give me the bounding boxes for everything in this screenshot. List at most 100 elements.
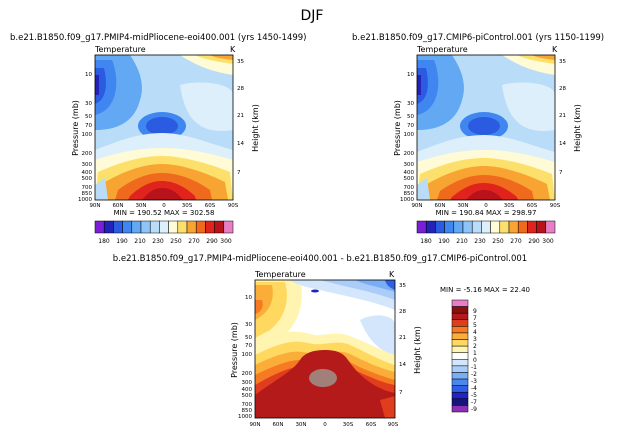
y-tick: 70 xyxy=(85,123,92,129)
colorbar-label: 210 xyxy=(456,238,468,245)
colorbar-label: 3 xyxy=(473,336,477,343)
y-tick: 400 xyxy=(242,387,253,393)
x-tick: 0 xyxy=(323,422,327,428)
y-axis-label: Pressure (mb) xyxy=(71,100,80,156)
x-tick: 30N xyxy=(295,422,306,428)
y-tick: 500 xyxy=(82,176,93,182)
colorbar-labels: 9 7 5 4 3 2 1 0 -1 -2 -3 -4 -5 -7 -9 xyxy=(471,308,477,413)
colorbar-swatch xyxy=(481,220,491,234)
y-tick: 50 xyxy=(245,335,252,341)
colorbar-label: 210 xyxy=(134,238,146,245)
colorbar-swatch xyxy=(453,220,464,234)
colorbar-swatch xyxy=(435,220,445,234)
x-tick: 30S xyxy=(504,203,515,209)
y-axis-right: Height (km) 35 28 21 14 7 xyxy=(237,59,260,176)
y-tick: 70 xyxy=(245,343,252,349)
y-tick: 700 xyxy=(242,402,253,408)
x-axis: 90N 60N 30N 0 30S 60S 90S xyxy=(411,203,560,209)
y2-tick: 35 xyxy=(559,59,566,65)
x-tick: 30S xyxy=(343,422,354,428)
colorbar-label: -2 xyxy=(471,371,477,378)
colorbar-swatch xyxy=(462,220,473,234)
colorbar xyxy=(94,220,234,234)
colorbar-swatch xyxy=(451,352,469,360)
colorbar-swatch xyxy=(94,220,105,234)
colorbar-swatch xyxy=(451,405,469,413)
y2-tick: 7 xyxy=(237,170,241,176)
colorbar-label: -7 xyxy=(471,399,477,406)
y2-tick: 14 xyxy=(399,362,406,368)
x-tick: 60N xyxy=(272,422,283,428)
colorbar-swatch xyxy=(451,365,469,373)
colorbar-swatch xyxy=(490,220,501,234)
figure-title: DJF xyxy=(301,8,324,24)
colorbar-swatch xyxy=(113,220,123,234)
colorbar-swatch xyxy=(451,306,469,314)
x-tick: 60N xyxy=(434,203,445,209)
y2-tick: 28 xyxy=(399,309,406,315)
contour-fill xyxy=(417,55,555,200)
panel-midpliocene: b.e21.B1850.f09_g17.PMIP4-midPliocene-eo… xyxy=(10,33,306,245)
min-max-stats: MIN = -5.16 MAX = 22.40 xyxy=(440,286,530,294)
x-tick: 90N xyxy=(249,422,260,428)
x-tick: 90S xyxy=(550,203,561,209)
panel-subtitle: Temperature xyxy=(94,45,146,54)
colorbar-swatch xyxy=(205,220,215,234)
y-tick: 100 xyxy=(404,132,415,138)
panel-difference: b.e21.B1850.f09_g17.PMIP4-midPliocene-eo… xyxy=(113,254,530,428)
x-tick: 90N xyxy=(89,203,100,209)
colorbar-label: -9 xyxy=(471,406,477,413)
colorbar-swatch xyxy=(103,220,114,234)
colorbar-swatch xyxy=(186,220,197,234)
y-tick: 400 xyxy=(404,170,415,176)
colorbar-swatch xyxy=(451,319,469,327)
colorbar-swatch xyxy=(451,345,469,353)
colorbar-label: 270 xyxy=(510,238,522,245)
y-tick: 30 xyxy=(245,322,252,328)
contour-fill xyxy=(95,55,233,200)
panel-title: b.e21.B1850.f09_g17.PMIP4-midPliocene-eo… xyxy=(10,33,306,43)
colorbar-label: 290 xyxy=(206,238,218,245)
y2-tick: 28 xyxy=(237,86,244,92)
colorbar-label: 9 xyxy=(473,308,477,315)
y-tick: 300 xyxy=(242,380,253,386)
x-tick: 60S xyxy=(527,203,538,209)
colorbar-label: 300 xyxy=(542,238,554,245)
colorbar-swatch xyxy=(444,220,455,234)
y-tick: 850 xyxy=(82,191,93,197)
y-axis-label: Pressure (mb) xyxy=(230,322,239,378)
colorbar-label: 7 xyxy=(473,315,477,322)
colorbar-label: -4 xyxy=(471,385,477,392)
y-tick: 500 xyxy=(242,393,253,399)
colorbar-label: 2 xyxy=(473,343,477,350)
y-tick: 50 xyxy=(407,114,414,120)
colorbar-swatch xyxy=(451,391,469,400)
colorbar-swatch xyxy=(451,359,469,367)
y2-axis-label: Height (km) xyxy=(413,326,422,374)
x-axis: 90N 60N 30N 0 30S 60S 90S xyxy=(249,422,398,428)
x-tick: 30N xyxy=(457,203,468,209)
y2-tick: 21 xyxy=(237,113,244,119)
colorbar-label: 290 xyxy=(528,238,540,245)
y-tick: 70 xyxy=(407,123,414,129)
y2-tick: 21 xyxy=(399,335,406,341)
y-tick: 200 xyxy=(404,151,415,157)
x-tick: 30N xyxy=(135,203,146,209)
x-tick: 90N xyxy=(411,203,422,209)
y2-tick: 7 xyxy=(399,390,403,396)
y2-tick: 21 xyxy=(559,113,566,119)
colorbar-swatch xyxy=(131,220,142,234)
x-tick: 60N xyxy=(112,203,123,209)
y-tick: 400 xyxy=(82,170,93,176)
colorbar-label: 230 xyxy=(152,238,164,245)
y-axis-left: Pressure (mb) 10 30 50 70 100 200 300 40… xyxy=(71,72,92,203)
colorbar-label: -1 xyxy=(471,364,477,371)
colorbar-labels: 180 190 210 230 250 270 290 300 xyxy=(420,238,554,245)
panel-picontrol: b.e21.B1850.f09_g17.CMIP6-piControl.001 … xyxy=(352,33,604,245)
y-tick: 10 xyxy=(85,72,92,78)
y-tick: 300 xyxy=(404,162,415,168)
colorbar-label: 1 xyxy=(473,350,477,357)
plot-frame xyxy=(416,54,556,201)
colorbar-swatch xyxy=(177,220,188,234)
colorbar-swatch xyxy=(159,220,169,234)
